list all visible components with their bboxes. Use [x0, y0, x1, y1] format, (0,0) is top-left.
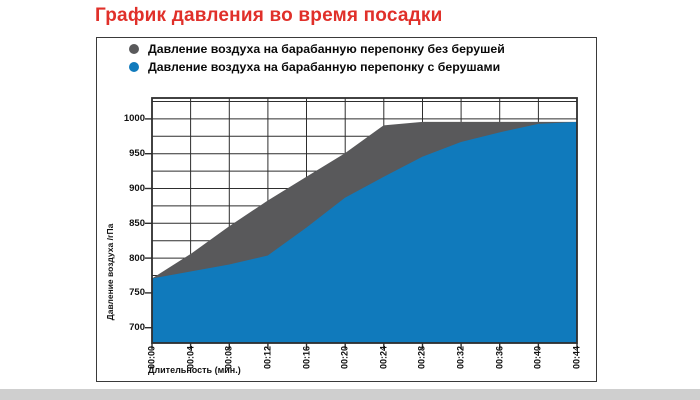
x-axis-tick-label: 00:12	[262, 345, 273, 370]
legend-marker-without-earplugs-icon	[129, 44, 139, 54]
x-axis-tick-label: 00:32	[455, 345, 466, 370]
x-axis-tick-label: 00:36	[494, 345, 505, 370]
y-axis-title: Давление воздуха /гПа	[105, 223, 115, 321]
x-axis-tick-label: 00:44	[571, 345, 582, 370]
bottom-strip	[0, 389, 700, 400]
chart-panel: Давление воздуха на барабанную перепонку…	[96, 37, 597, 382]
x-axis-title: Длительность (мин.)	[148, 365, 241, 375]
legend-label-without-earplugs: Давление воздуха на барабанную перепонку…	[148, 42, 505, 56]
x-axis-tick-label: 00:16	[301, 345, 312, 370]
y-axis-tick-label: 1000	[123, 113, 145, 125]
area-chart	[145, 97, 578, 349]
legend-label-with-earplugs: Давление воздуха на барабанную перепонку…	[148, 60, 501, 74]
legend-item-without-earplugs: Давление воздуха на барабанную перепонку…	[129, 40, 505, 58]
legend-item-with-earplugs: Давление воздуха на барабанную перепонку…	[129, 58, 505, 76]
y-axis-tick-label: 850	[129, 217, 145, 229]
legend-marker-with-earplugs-icon	[129, 62, 139, 72]
y-axis-tick-label: 950	[129, 148, 145, 160]
x-axis-tick-label: 00:20	[339, 345, 350, 370]
y-axis-tick-label: 700	[129, 322, 145, 334]
y-axis-tick-label: 900	[129, 182, 145, 194]
x-axis-tick-label: 00:24	[378, 345, 389, 370]
x-axis-tick-label: 00:28	[416, 345, 427, 370]
chart-title: График давления во время посадки	[95, 5, 443, 26]
legend: Давление воздуха на барабанную перепонку…	[129, 40, 505, 76]
y-axis-tick-label: 800	[129, 252, 145, 264]
x-axis-tick-label: 00:40	[532, 345, 543, 370]
y-axis-tick-label: 750	[129, 287, 145, 299]
